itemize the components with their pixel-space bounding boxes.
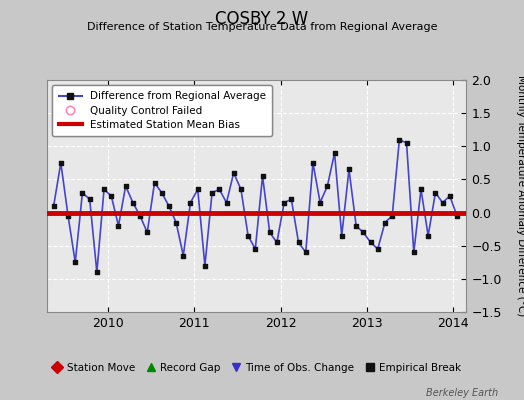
Point [337, 232, 346, 239]
Point [129, 200, 137, 206]
Point [453, 213, 461, 219]
Point [402, 140, 411, 146]
Point [85, 196, 94, 202]
Point [359, 229, 367, 236]
Point [114, 223, 123, 229]
Point [230, 170, 238, 176]
Point [93, 269, 101, 276]
Point [122, 183, 130, 189]
Point [136, 213, 144, 219]
Text: Difference of Station Temperature Data from Regional Average: Difference of Station Temperature Data f… [87, 22, 437, 32]
Point [215, 186, 224, 192]
Point [439, 200, 447, 206]
Point [193, 186, 202, 192]
Point [280, 200, 288, 206]
Point [388, 213, 396, 219]
Point [165, 203, 173, 209]
Point [417, 186, 425, 192]
Point [316, 200, 324, 206]
Point [424, 232, 432, 239]
Point [222, 200, 231, 206]
Point [143, 229, 151, 236]
Point [49, 203, 58, 209]
Point [107, 193, 115, 199]
Point [266, 229, 274, 236]
Point [287, 196, 296, 202]
Point [78, 190, 86, 196]
Point [172, 219, 180, 226]
Point [381, 219, 389, 226]
Point [100, 186, 108, 192]
Legend: Difference from Regional Average, Quality Control Failed, Estimated Station Mean: Difference from Regional Average, Qualit… [52, 85, 272, 136]
Point [64, 213, 72, 219]
Point [244, 232, 253, 239]
Point [251, 246, 259, 252]
Point [150, 180, 159, 186]
Point [302, 249, 310, 256]
Point [309, 160, 317, 166]
Point [186, 200, 194, 206]
Point [323, 183, 332, 189]
Y-axis label: Monthly Temperature Anomaly Difference (°C): Monthly Temperature Anomaly Difference (… [516, 75, 524, 317]
Point [445, 193, 454, 199]
Point [258, 173, 267, 179]
Text: Berkeley Earth: Berkeley Earth [425, 388, 498, 398]
Point [179, 252, 188, 259]
Point [294, 239, 303, 246]
Point [57, 160, 65, 166]
Point [352, 223, 361, 229]
Point [237, 186, 245, 192]
Text: COSBY 2 W: COSBY 2 W [215, 10, 309, 28]
Point [71, 259, 80, 266]
Point [272, 239, 281, 246]
Point [395, 136, 403, 143]
Point [208, 190, 216, 196]
Point [330, 150, 339, 156]
Point [366, 239, 375, 246]
Point [374, 246, 382, 252]
Point [345, 166, 353, 173]
Point [410, 249, 418, 256]
Legend: Station Move, Record Gap, Time of Obs. Change, Empirical Break: Station Move, Record Gap, Time of Obs. C… [48, 359, 466, 377]
Point [431, 190, 440, 196]
Point [158, 190, 166, 196]
Point [201, 262, 209, 269]
